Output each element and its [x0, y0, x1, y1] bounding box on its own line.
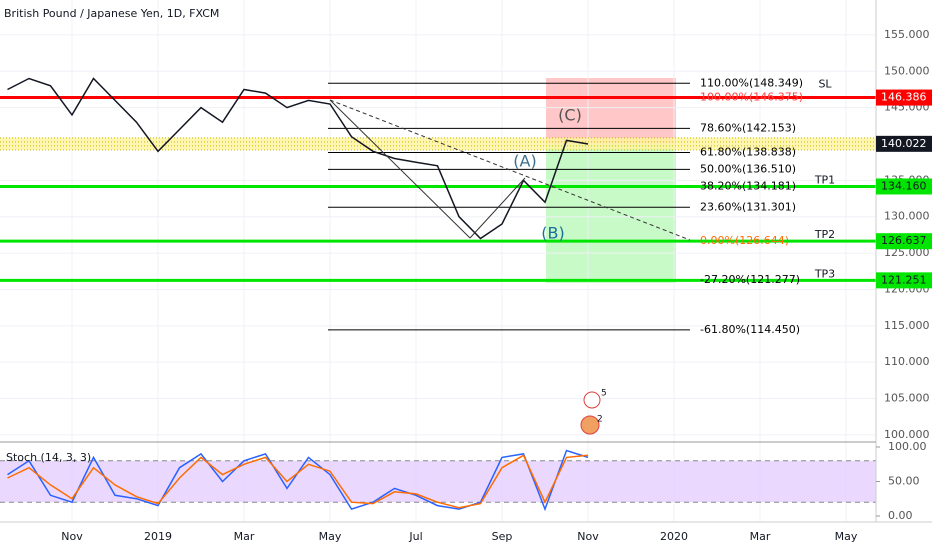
stoch-line	[7, 454, 589, 509]
price-badge-label: 126.637	[881, 234, 927, 247]
event-icon[interactable]	[583, 391, 601, 409]
fib-label: 0.00%(126.644)	[700, 234, 789, 247]
fib-label: 38.20%(134.181)	[700, 179, 796, 192]
y-tick-label: 155.000	[884, 28, 930, 41]
stoch-band	[0, 460, 876, 503]
fib-label: 110.00%(148.349)	[700, 76, 803, 89]
event-count: 2	[597, 415, 603, 425]
y-tick-label: 150.000	[884, 64, 930, 77]
price-badge	[876, 178, 932, 195]
x-tick-label: Nov	[577, 530, 599, 543]
chart-title: British Pound / Japanese Yen, 1D, FXCM	[4, 7, 219, 20]
level-tag: TP1	[814, 173, 835, 186]
fib-label: 61.80%(138.838)	[700, 145, 796, 158]
fib-label: 78.60%(142.153)	[700, 121, 796, 134]
price-badge-label: 134.160	[881, 179, 927, 192]
price-badge	[876, 135, 932, 152]
price-badge	[876, 89, 932, 106]
risk-zone	[546, 78, 676, 144]
y-tick-label: 100.00	[888, 440, 927, 453]
price-badge	[876, 272, 932, 289]
wave-label: (A)	[513, 152, 536, 171]
x-tick-label: 2019	[144, 530, 172, 543]
grid	[0, 0, 876, 522]
y-tick-label: 0.00	[888, 509, 913, 522]
x-tick-label: Mar	[234, 530, 255, 543]
x-tick-label: 2020	[660, 530, 688, 543]
x-tick-label: Mar	[750, 530, 771, 543]
x-tick-label: Nov	[61, 530, 83, 543]
reward-zone	[546, 144, 676, 283]
indicator-title: Stoch (14, 3, 3)	[6, 451, 91, 464]
price-badge	[876, 233, 932, 250]
level-tag: SL	[818, 78, 832, 91]
y-tick-label: 130.000	[884, 210, 930, 223]
wave-line	[469, 177, 526, 239]
fib-label: -61.80%(114.450)	[700, 323, 800, 336]
x-tick-label: Jul	[408, 530, 422, 543]
trend-line	[329, 99, 691, 241]
y-tick-label: 50.00	[888, 474, 920, 487]
y-tick-label: 115.000	[884, 319, 930, 332]
event-icon[interactable]	[580, 415, 600, 435]
y-tick-label: 110.000	[884, 355, 930, 368]
y-tick-label: 100.000	[884, 428, 930, 441]
wave-line	[329, 99, 471, 239]
fib-label: 50.00%(136.510)	[700, 162, 796, 175]
event-count: 5	[601, 389, 607, 399]
x-tick-label: Sep	[492, 530, 513, 543]
wave-label: (B)	[541, 224, 564, 243]
y-tick-label: 105.000	[884, 392, 930, 405]
x-tick-label: May	[319, 530, 342, 543]
level-tag: TP2	[814, 228, 835, 241]
fib-label: -27.20%(121.277)	[700, 273, 800, 286]
marks	[0, 77, 876, 512]
price-line	[7, 77, 589, 240]
price-badge-label: 146.386	[881, 91, 927, 104]
price-badge-label: 140.022	[881, 137, 927, 150]
wave-label: (C)	[558, 106, 582, 125]
last-price-band	[0, 137, 876, 150]
fib-label: 23.60%(131.301)	[700, 200, 796, 213]
x-tick-label: May	[835, 530, 858, 543]
fib-label: 100.00%(146.375)	[700, 91, 803, 104]
y-tick-label: 125.000	[884, 246, 930, 259]
price-badge-label: 121.251	[881, 273, 927, 286]
level-tag: TP3	[814, 267, 835, 280]
